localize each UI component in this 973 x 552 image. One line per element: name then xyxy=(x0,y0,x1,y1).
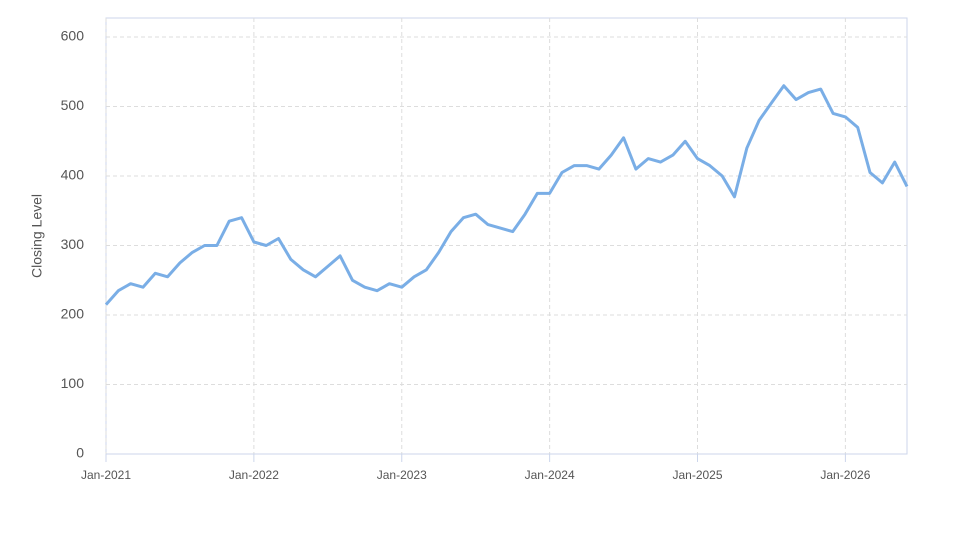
y-tick-label: 100 xyxy=(61,375,85,391)
y-tick-label: 500 xyxy=(61,97,85,113)
x-tick-label: Jan-2026 xyxy=(820,468,870,482)
y-tick-label: 600 xyxy=(61,28,85,44)
x-tick-label: Jan-2023 xyxy=(377,468,427,482)
y-tick-label: 300 xyxy=(61,236,85,252)
y-axis-label: Closing Level xyxy=(29,194,45,278)
x-tick-label: Jan-2025 xyxy=(672,468,722,482)
y-tick-label: 400 xyxy=(61,167,85,183)
x-tick-label: Jan-2022 xyxy=(229,468,279,482)
y-tick-label: 200 xyxy=(61,306,85,322)
x-tick-label: Jan-2024 xyxy=(525,468,575,482)
line-series xyxy=(104,84,909,306)
plot-frame xyxy=(105,17,908,455)
x-tick-label: Jan-2021 xyxy=(81,468,131,482)
y-tick-label: 0 xyxy=(76,445,84,461)
